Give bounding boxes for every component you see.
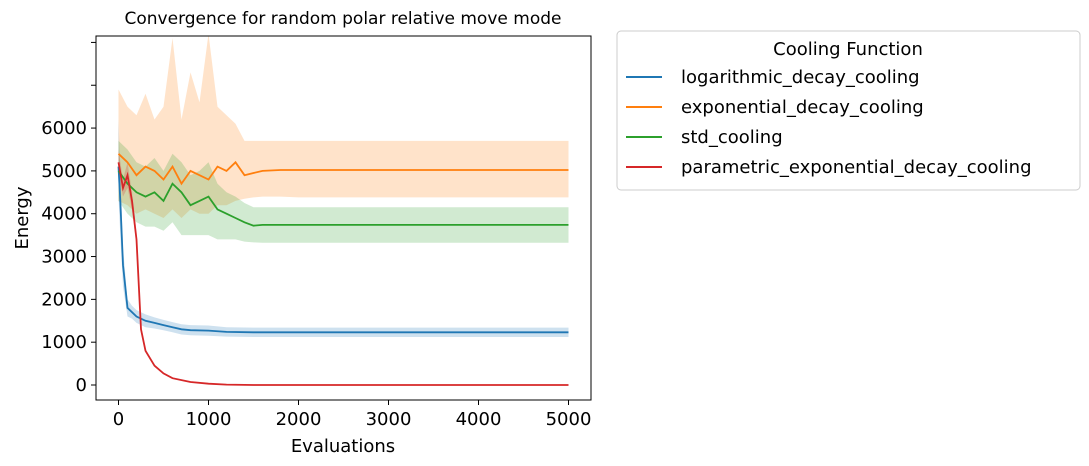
plot-frame	[95, 35, 592, 401]
line-std_cooling	[117, 170, 569, 227]
y-axis: 0 1000 2000 3000 4000 5000 6000	[41, 41, 96, 396]
legend-label-std_cooling: std_cooling	[681, 127, 783, 148]
y-tick-label: 5000	[41, 161, 87, 182]
x-tick-label: 3000	[366, 409, 412, 430]
legend-label-exponential_decay_cooling: exponential_decay_cooling	[681, 97, 924, 118]
chart-title: Convergence for random polar relative mo…	[125, 9, 562, 29]
band-std_cooling	[118, 140, 569, 243]
legend-label-logarithmic_decay_cooling: logarithmic_decay_cooling	[681, 67, 920, 88]
line-exponential_decay_cooling	[117, 153, 569, 186]
confidence-bands	[118, 36, 569, 385]
x-tick-label: 4000	[456, 409, 502, 430]
y-tick-label: 3000	[41, 247, 87, 268]
y-tick-label: 0	[76, 375, 87, 396]
x-tick-label: 0	[113, 409, 124, 430]
legend: Cooling Function logarithmic_decay_cooli…	[616, 30, 1081, 191]
x-tick-label: 5000	[546, 409, 592, 430]
legend-box	[616, 30, 1081, 191]
line-parametric_exponential_decay_cooling	[117, 162, 569, 386]
band-exponential_decay_cooling	[118, 36, 569, 218]
y-tick-label: 1000	[41, 332, 87, 353]
legend-title: Cooling Function	[773, 39, 923, 60]
x-axis: 0 1000 2000 3000 4000 5000	[113, 400, 592, 430]
series-lines	[117, 153, 569, 386]
x-tick-label: 1000	[186, 409, 232, 430]
legend-label-parametric_exponential_decay_cooling: parametric_exponential_decay_cooling	[681, 157, 1032, 178]
y-tick-label: 2000	[41, 289, 87, 310]
x-tick-label: 2000	[276, 409, 322, 430]
y-axis-label: Energy	[12, 186, 33, 249]
line-logarithmic_decay_cooling	[117, 166, 569, 334]
x-axis-label: Evaluations	[291, 436, 395, 457]
y-tick-label: 6000	[41, 118, 87, 139]
y-tick-label: 4000	[41, 204, 87, 225]
